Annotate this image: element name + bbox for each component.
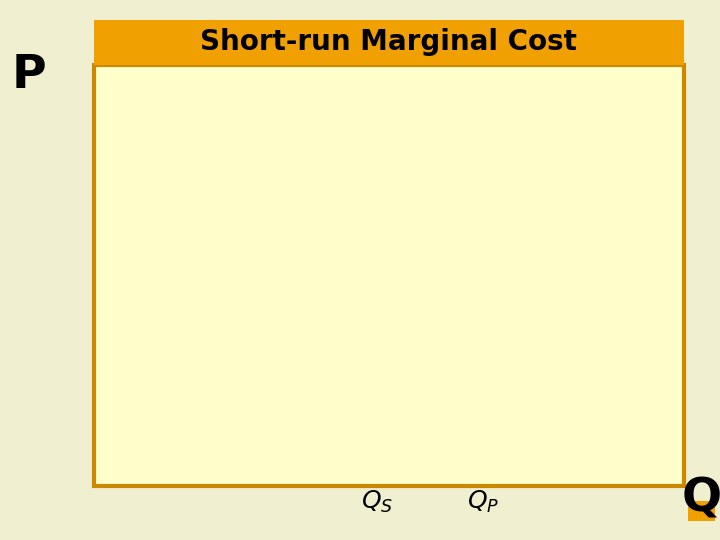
Text: $Q_P$: $Q_P$ — [467, 489, 500, 515]
Text: $\mathbf{P_{SR}}$=SRPMC: $\mathbf{P_{SR}}$=SRPMC — [112, 237, 268, 263]
Text: SMC (green): SMC (green) — [300, 156, 446, 176]
Text: Q: Q — [682, 477, 720, 522]
Text: Short-run Marginal Cost: Short-run Marginal Cost — [200, 28, 577, 56]
Text: $Q_S$: $Q_S$ — [361, 489, 393, 515]
Text: PMC (typical): PMC (typical) — [495, 139, 652, 159]
Text: P: P — [12, 53, 46, 98]
